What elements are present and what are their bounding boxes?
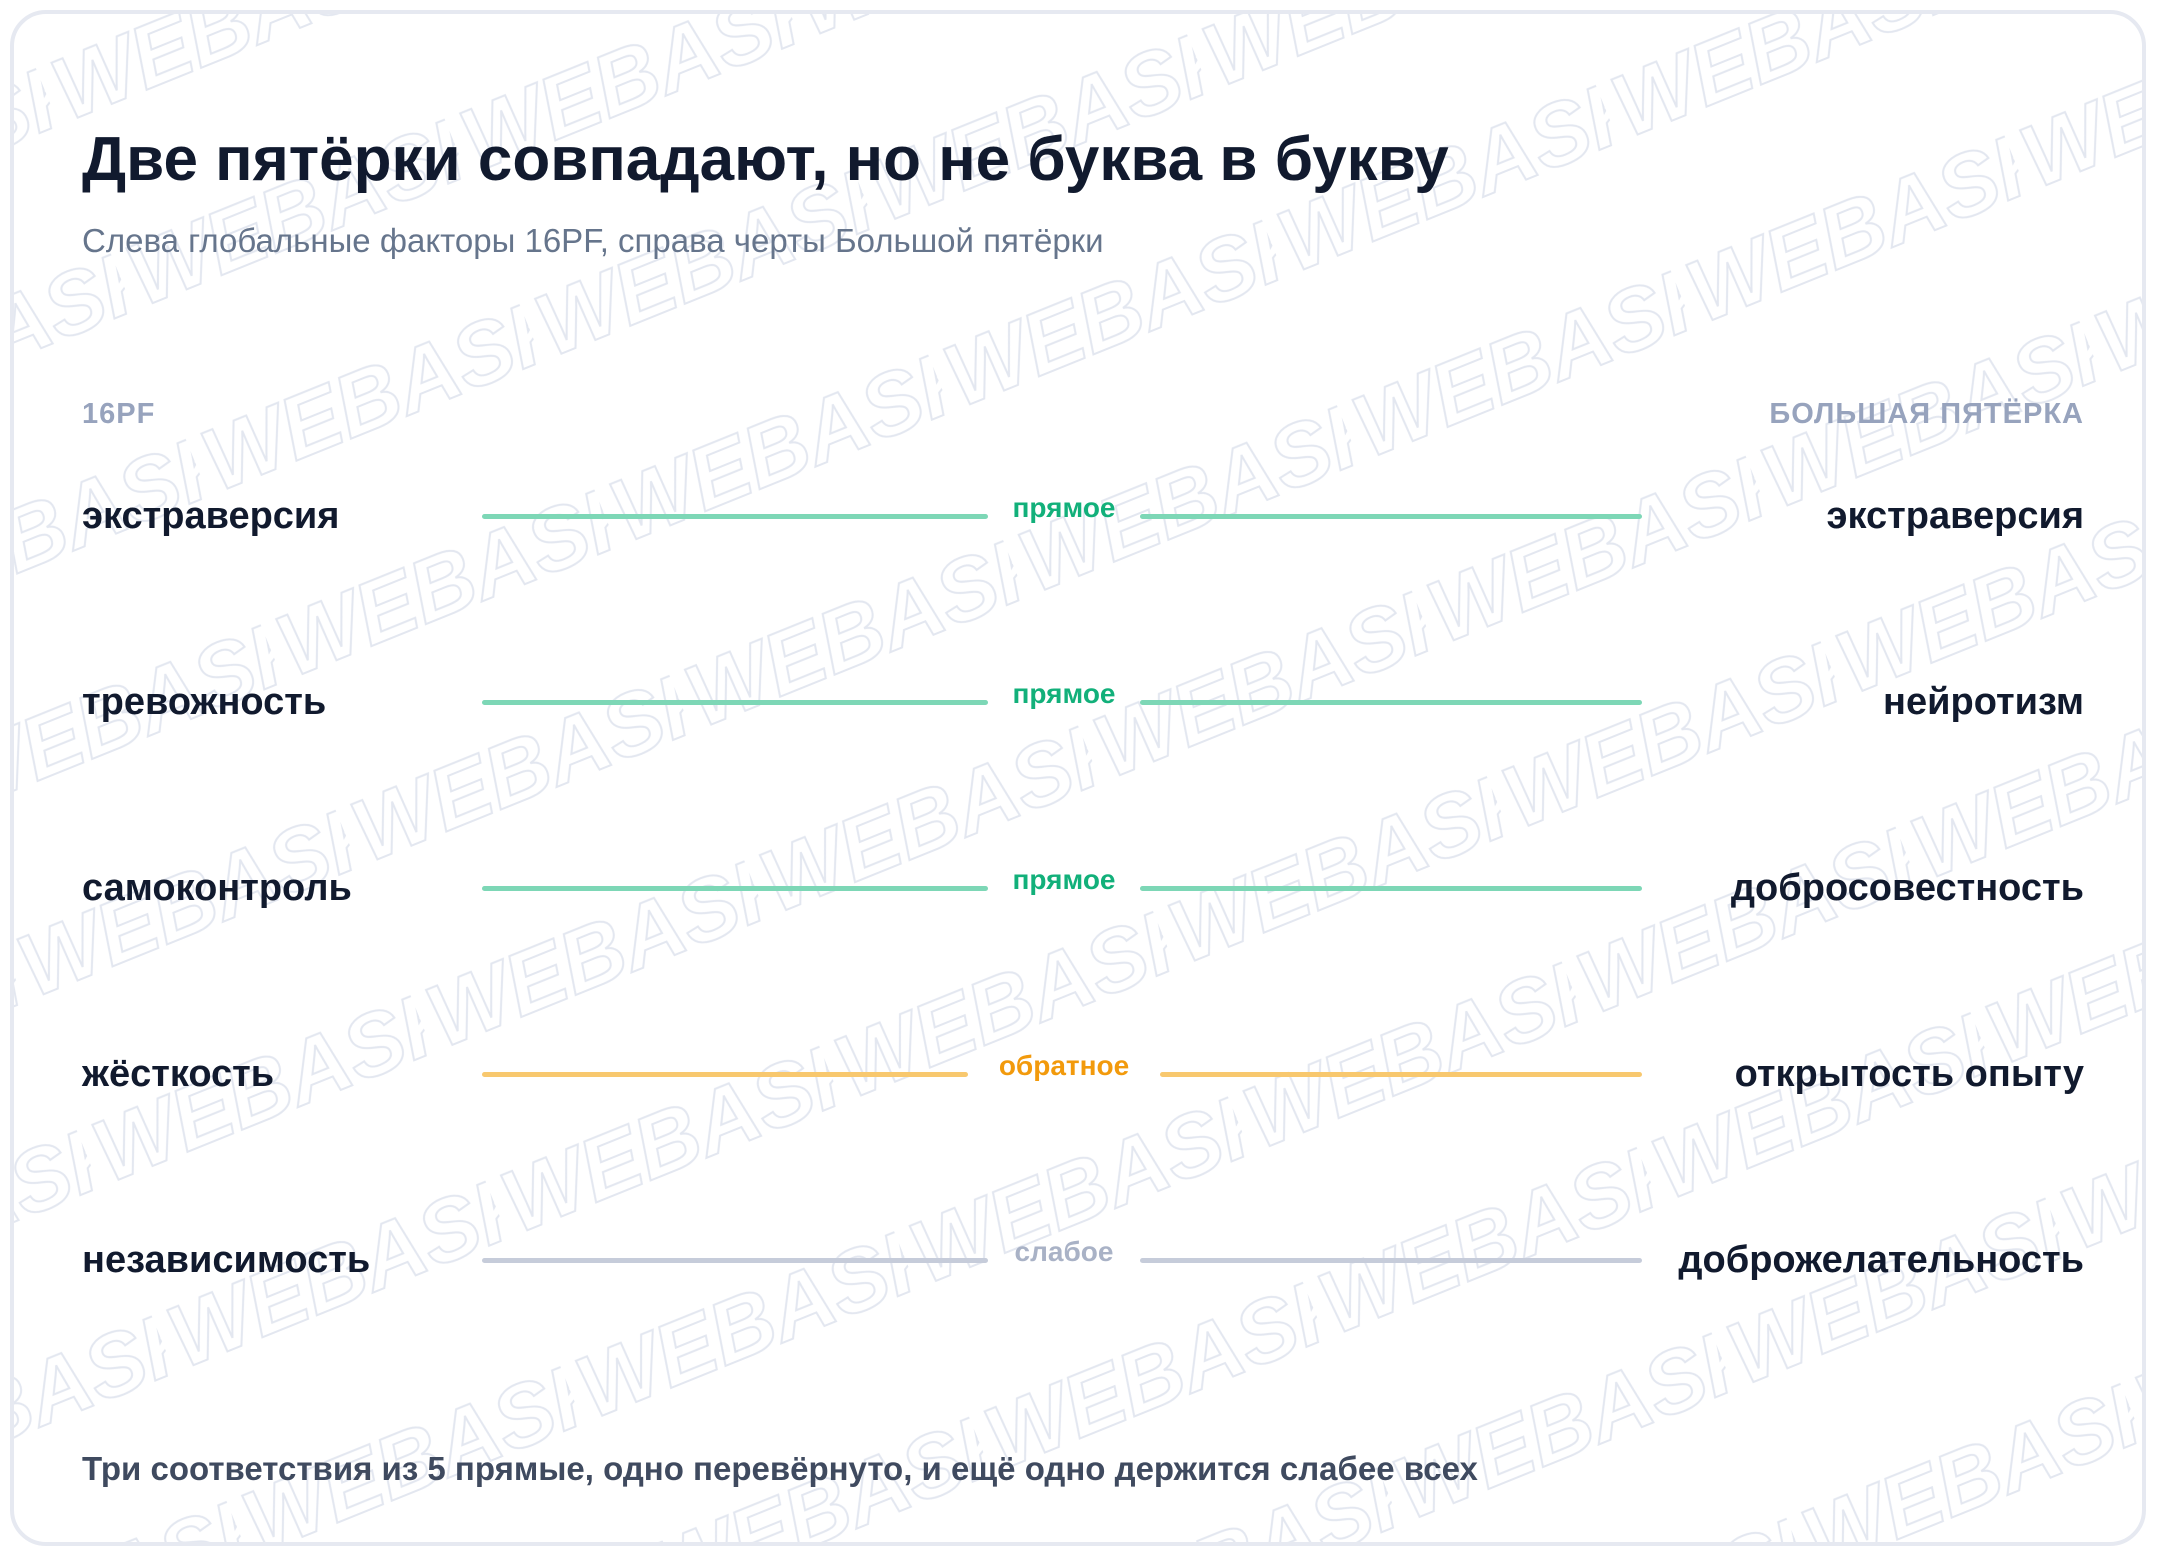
trait-mapping-row: жёсткость открытость опыту обратное [14,1044,2142,1104]
right-column-header: БОЛЬШАЯ ПЯТЁРКА [1769,398,2084,430]
relation-label-text: прямое [1012,864,1116,895]
left-trait-label: независимость [82,1239,371,1281]
connector-line-right [1160,1072,1642,1077]
relation-label-text: прямое [1012,492,1116,523]
relation-label-text: обратное [998,1050,1130,1081]
trait-mapping-row: экстраверсия экстраверсия прямое [14,486,2142,546]
card: WEBASK Две пятёрки совпадают, но не букв… [10,10,2146,1546]
left-trait-label: жёсткость [82,1053,275,1095]
left-column-header: 16PF [82,398,156,430]
connector-line-left [482,1258,988,1263]
left-trait-label: экстраверсия [82,495,340,537]
right-trait-label: экстраверсия [1826,495,2084,537]
relation-label-text: прямое [1012,678,1116,709]
connector-line-left [482,514,988,519]
trait-mapping-row: самоконтроль добросовестность прямое [14,858,2142,918]
connector-line-left [482,886,988,891]
connector-line-right [1140,514,1642,519]
connector-line-left [482,1072,968,1077]
footer-summary: Три соответствия из 5 прямые, одно перев… [82,1450,1478,1487]
trait-mapping-row: независимость доброжелательность слабое [14,1230,2142,1290]
left-trait-label: самоконтроль [82,867,352,909]
page-subtitle: Слева глобальные факторы 16PF, справа че… [82,222,1104,259]
right-trait-label: добросовестность [1730,867,2084,909]
connector-line-right [1140,886,1642,891]
connector-line-right [1140,700,1642,705]
trait-mapping-row: тревожность нейротизм прямое [14,672,2142,732]
page-title: Две пятёрки совпадают, но не буква в бук… [82,125,1449,194]
right-trait-label: открытость опыту [1734,1053,2084,1095]
left-trait-label: тревожность [82,681,327,723]
connector-line-right [1140,1258,1642,1263]
right-trait-label: нейротизм [1883,681,2084,723]
right-trait-label: доброжелательность [1678,1239,2084,1281]
connector-line-left [482,700,988,705]
relation-label-text: слабое [1014,1236,1114,1267]
